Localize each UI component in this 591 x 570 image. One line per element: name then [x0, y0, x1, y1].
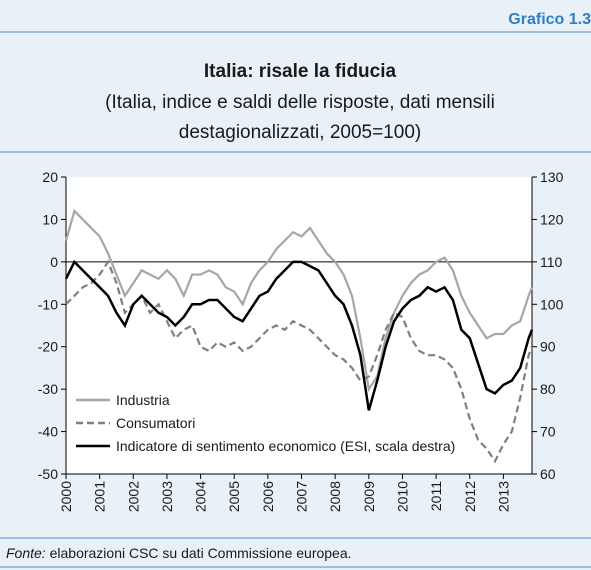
y2-tick-label: 120 [540, 211, 564, 227]
y-tick-label: -30 [38, 381, 58, 397]
series-line [64, 208, 534, 393]
chart-subtitle: (Italia, indice e saldi delle risposte, … [105, 92, 495, 113]
y2-tick-label: 80 [540, 381, 556, 397]
y2-tick-label: 70 [540, 424, 556, 440]
y-tick-label: 10 [42, 211, 58, 227]
y-tick-label: 20 [42, 169, 58, 185]
x-tick-label: 2001 [92, 481, 108, 512]
chart-subtitle: destagionalizzati, 2005=100) [179, 122, 421, 143]
chart-title: Italia: risale la fiducia [204, 61, 397, 82]
x-tick-label: 2002 [125, 481, 141, 512]
x-tick-label: 2009 [361, 481, 377, 512]
series-line [65, 259, 534, 464]
source-label: Fonte: [6, 545, 46, 561]
y2-tick-label: 90 [540, 339, 556, 355]
source-text: elaborazioni CSC su dati Commissione eur… [50, 545, 352, 561]
y-tick-label: -20 [38, 339, 58, 355]
x-tick-label: 2005 [226, 481, 242, 512]
x-tick-label: 2003 [159, 481, 175, 512]
x-tick-label: 2011 [428, 481, 444, 511]
legend-label: Industria [116, 392, 170, 408]
y2-tick-label: 110 [540, 254, 563, 270]
y2-tick-label: 100 [540, 296, 564, 312]
y2-tick-label: 130 [540, 169, 564, 185]
x-tick-label: 2010 [394, 481, 410, 512]
legend-label: Indicatore di sentimento economico (ESI,… [116, 438, 455, 454]
x-tick-label: 2012 [462, 481, 478, 512]
legend-label: Consumatori [116, 415, 195, 431]
y2-tick-label: 60 [540, 466, 556, 482]
x-tick-label: 2013 [495, 481, 511, 512]
x-tick-label: 2006 [260, 481, 276, 512]
y-tick-label: -40 [38, 424, 58, 440]
x-tick-label: 2004 [193, 481, 209, 512]
series-line [64, 259, 534, 411]
source: Fonte: elaborazioni CSC su dati Commissi… [6, 545, 352, 561]
y-tick-label: 0 [50, 254, 58, 270]
chart-label: Grafico 1.3 [508, 11, 591, 28]
x-tick-label: 2008 [327, 481, 343, 512]
x-tick-label: 2007 [294, 481, 310, 512]
x-tick-label: 2000 [58, 481, 74, 512]
y-tick-label: -50 [38, 466, 58, 482]
plot-area [66, 177, 532, 474]
y-tick-label: -10 [38, 296, 58, 312]
